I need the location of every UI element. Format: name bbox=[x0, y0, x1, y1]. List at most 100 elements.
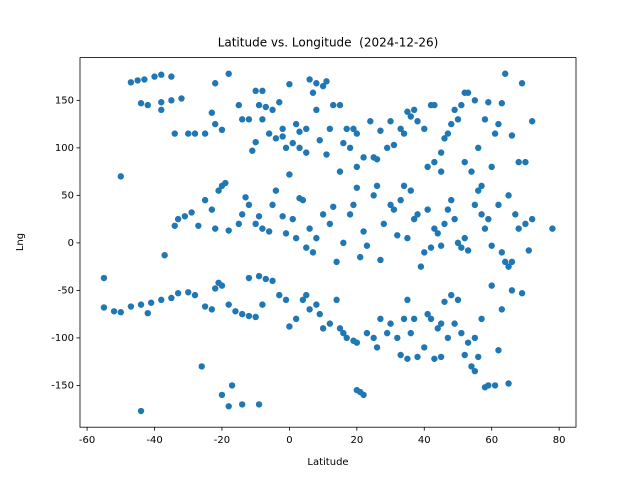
point bbox=[377, 315, 384, 323]
point bbox=[471, 97, 479, 104]
point bbox=[174, 215, 182, 223]
point bbox=[252, 220, 259, 228]
point bbox=[333, 296, 340, 304]
point bbox=[458, 244, 465, 251]
point bbox=[100, 274, 108, 282]
point bbox=[303, 291, 310, 299]
point bbox=[326, 320, 334, 327]
point bbox=[313, 106, 320, 114]
point bbox=[498, 249, 506, 256]
point bbox=[259, 301, 266, 308]
point bbox=[195, 222, 202, 229]
point bbox=[373, 344, 381, 351]
point bbox=[276, 291, 283, 299]
point bbox=[168, 97, 175, 104]
x-tick-label: 80 bbox=[553, 435, 566, 446]
point bbox=[174, 290, 182, 297]
point bbox=[134, 77, 141, 84]
point bbox=[424, 206, 431, 213]
point bbox=[161, 252, 168, 259]
point bbox=[488, 163, 495, 171]
point bbox=[252, 138, 259, 146]
point bbox=[397, 351, 404, 359]
point bbox=[441, 220, 448, 228]
point bbox=[377, 127, 384, 134]
point bbox=[404, 108, 411, 115]
point bbox=[525, 247, 532, 254]
point bbox=[141, 76, 148, 83]
point bbox=[282, 144, 290, 152]
y-tick-label: 50 bbox=[61, 190, 74, 201]
point bbox=[448, 120, 455, 128]
point bbox=[373, 156, 381, 163]
point bbox=[158, 71, 165, 78]
point bbox=[404, 234, 411, 242]
point bbox=[363, 329, 371, 337]
point bbox=[286, 323, 293, 330]
point bbox=[249, 147, 256, 154]
point bbox=[151, 73, 158, 80]
point bbox=[454, 239, 462, 247]
x-tick-label: 0 bbox=[286, 435, 292, 446]
point bbox=[208, 109, 216, 116]
point bbox=[454, 296, 462, 304]
point bbox=[397, 125, 404, 133]
point bbox=[313, 234, 320, 242]
point bbox=[255, 401, 263, 408]
point bbox=[303, 244, 310, 251]
point bbox=[238, 310, 246, 318]
point bbox=[437, 353, 445, 361]
point bbox=[272, 135, 280, 142]
point bbox=[222, 179, 229, 187]
point bbox=[330, 101, 337, 109]
point bbox=[437, 149, 445, 156]
point bbox=[505, 263, 512, 270]
point bbox=[512, 211, 519, 218]
point bbox=[279, 125, 286, 133]
point bbox=[444, 334, 452, 342]
point bbox=[158, 99, 165, 106]
point bbox=[198, 363, 205, 370]
point bbox=[333, 258, 340, 266]
point bbox=[549, 225, 556, 232]
point bbox=[501, 70, 509, 77]
point bbox=[515, 225, 522, 232]
point bbox=[265, 130, 273, 137]
point bbox=[346, 144, 354, 152]
point bbox=[265, 228, 273, 235]
point bbox=[212, 285, 219, 292]
point bbox=[171, 130, 178, 137]
point bbox=[262, 103, 269, 111]
point bbox=[421, 344, 428, 351]
point bbox=[441, 298, 448, 305]
point bbox=[471, 367, 479, 375]
point bbox=[475, 353, 482, 361]
point bbox=[212, 120, 219, 128]
point bbox=[289, 215, 296, 223]
point bbox=[387, 201, 394, 209]
point bbox=[424, 310, 431, 318]
point bbox=[400, 130, 408, 137]
point bbox=[292, 234, 300, 242]
point bbox=[498, 306, 506, 313]
point bbox=[252, 87, 259, 95]
point bbox=[326, 125, 334, 133]
point bbox=[235, 220, 243, 228]
point bbox=[117, 309, 124, 316]
point bbox=[394, 334, 401, 342]
point bbox=[303, 125, 310, 133]
point bbox=[309, 249, 317, 256]
point bbox=[245, 116, 253, 123]
point bbox=[269, 277, 276, 285]
point bbox=[431, 225, 438, 232]
point bbox=[464, 339, 472, 346]
point bbox=[353, 163, 361, 171]
point bbox=[441, 135, 448, 142]
point bbox=[434, 230, 441, 237]
point bbox=[245, 201, 253, 209]
point bbox=[340, 139, 347, 147]
point bbox=[292, 315, 300, 323]
point bbox=[407, 187, 414, 194]
